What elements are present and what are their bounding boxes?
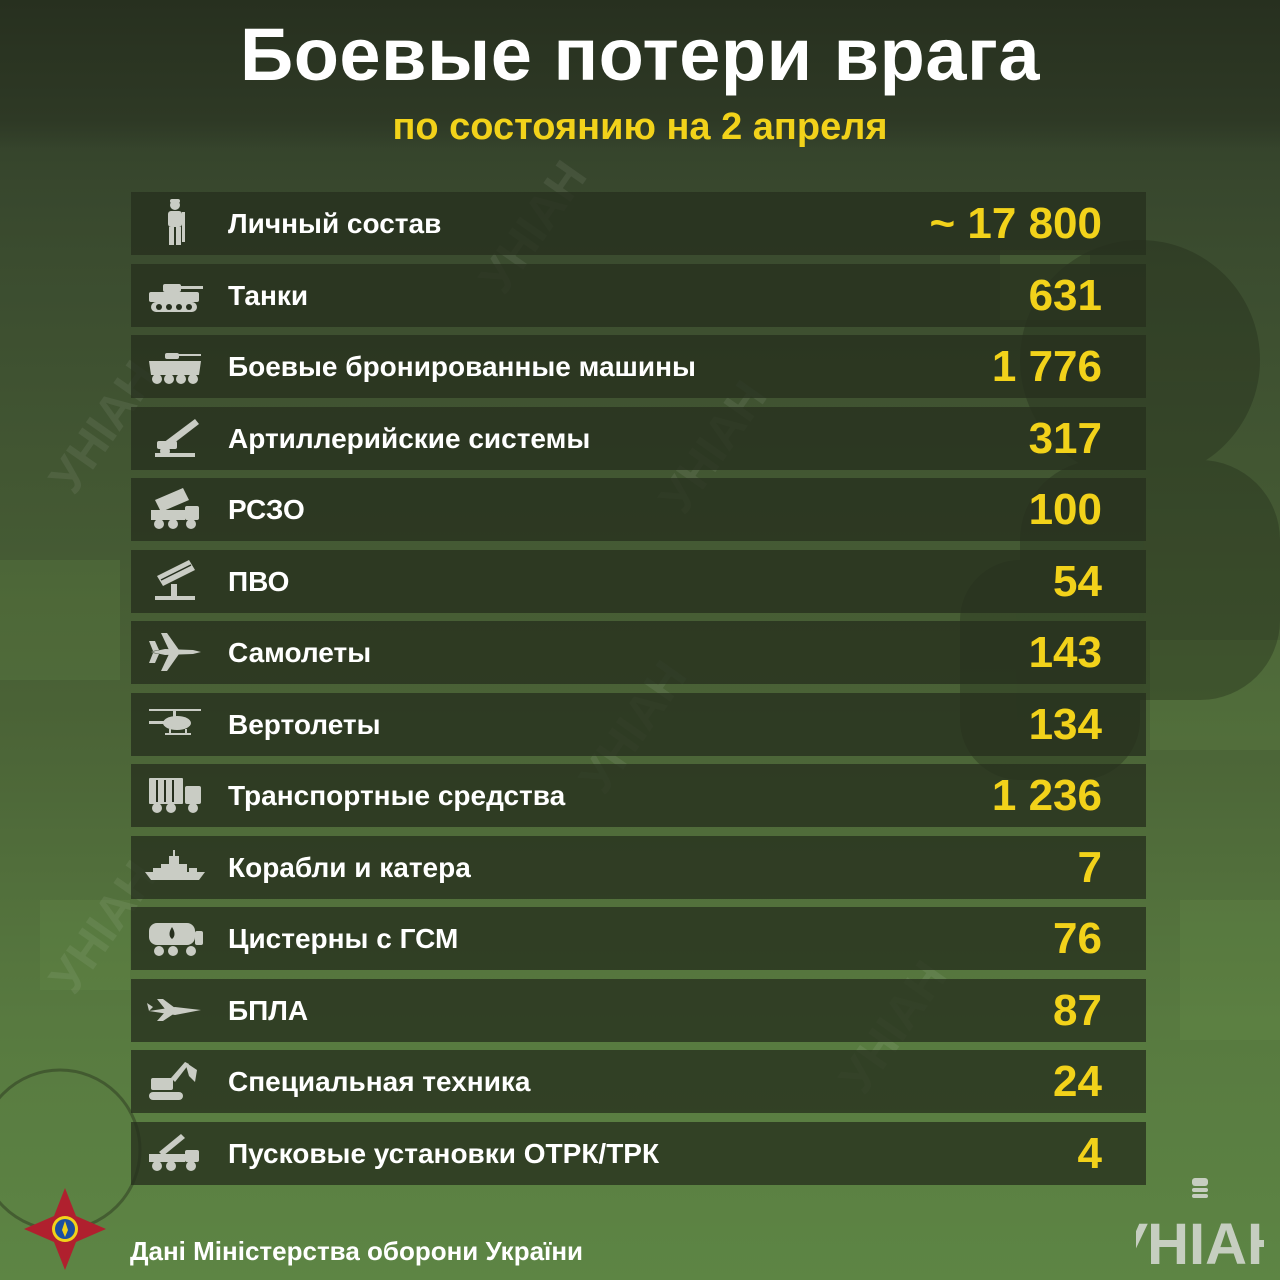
loss-row: Боевые бронированные машины 1 776 [131, 335, 1146, 398]
excavator-icon [145, 1056, 205, 1106]
ministry-emblem-icon [24, 1188, 106, 1270]
loss-row: Самолеты 143 [131, 621, 1146, 684]
loss-row: Танки 631 [131, 263, 1146, 327]
unian-logo: УНІАН [1136, 1178, 1264, 1272]
row-value: 143 [1028, 628, 1102, 677]
row-label: Личный состав [228, 208, 442, 239]
row-label: Цистерны с ГСМ [228, 923, 459, 954]
svg-text:УНІАН: УНІАН [1136, 1212, 1264, 1272]
page-title: Боевые потери врага [240, 13, 1040, 96]
jet-icon [145, 627, 205, 677]
row-value: 317 [1028, 413, 1102, 463]
row-label: РСЗО [228, 494, 305, 525]
truck-icon [145, 770, 205, 820]
soldier-icon [145, 198, 205, 248]
row-value: 631 [1028, 270, 1102, 320]
row-label: Артиллерийские системы [228, 422, 591, 454]
loss-row: Корабли и катера 7 [131, 835, 1146, 899]
row-value: 134 [1028, 699, 1102, 749]
drone-icon [145, 985, 205, 1035]
loss-row: БПЛА 87 [131, 978, 1146, 1042]
loss-row: Вертолеты 134 [131, 692, 1146, 756]
tank-icon [145, 270, 205, 320]
loss-row: Пусковые установки ОТРК/ТРК 4 [131, 1121, 1146, 1185]
row-label: БПЛА [228, 994, 309, 1026]
row-label: Танки [228, 279, 309, 311]
loss-row: Артиллерийские системы 317 [131, 406, 1146, 470]
row-value: 1 236 [991, 771, 1102, 820]
row-value: 4 [1077, 1128, 1102, 1178]
helicopter-icon [145, 699, 205, 749]
loss-row: Личный состав ~ 17 800 [131, 192, 1146, 255]
row-value: 54 [1053, 556, 1102, 606]
air-defense-icon [145, 556, 205, 606]
artillery-icon [145, 413, 205, 463]
row-label: Специальная техника [228, 1066, 531, 1097]
header-band [0, 0, 1280, 150]
row-value: 7 [1077, 842, 1102, 892]
row-label: Пусковые установки ОТРК/ТРК [228, 1137, 660, 1169]
row-label: Корабли и катера [228, 851, 471, 883]
loss-row: Специальная техника 24 [131, 1050, 1146, 1113]
row-label: Боевые бронированные машины [228, 351, 696, 382]
warship-icon [145, 842, 205, 892]
loss-row: РСЗО 100 [131, 478, 1146, 541]
row-value: 76 [1053, 914, 1102, 963]
losses-table: Личный состав ~ 17 800 Танки 631 Боевые … [131, 192, 1146, 1193]
page-subtitle: по состоянию на 2 апреля [392, 106, 888, 148]
armored-vehicle-icon [145, 341, 205, 391]
row-label: Самолеты [228, 637, 372, 668]
row-value: ~ 17 800 [929, 199, 1103, 248]
loss-row: ПВО 54 [131, 549, 1146, 613]
row-label: Транспортные средства [228, 780, 566, 811]
mlrs-icon [145, 484, 205, 534]
source-caption: Дані Міністерства оборони України [130, 1236, 584, 1266]
row-label: ПВО [228, 565, 290, 597]
missile-launcher-icon [145, 1128, 205, 1178]
row-value: 1 776 [991, 342, 1102, 391]
loss-row: Транспортные средства 1 236 [131, 764, 1146, 827]
row-label: Вертолеты [228, 708, 381, 740]
fuel-tanker-icon [145, 913, 205, 963]
loss-row: Цистерны с ГСМ 76 [131, 907, 1146, 970]
row-value: 87 [1053, 985, 1102, 1035]
row-value: 100 [1028, 485, 1102, 534]
row-value: 24 [1053, 1057, 1102, 1106]
